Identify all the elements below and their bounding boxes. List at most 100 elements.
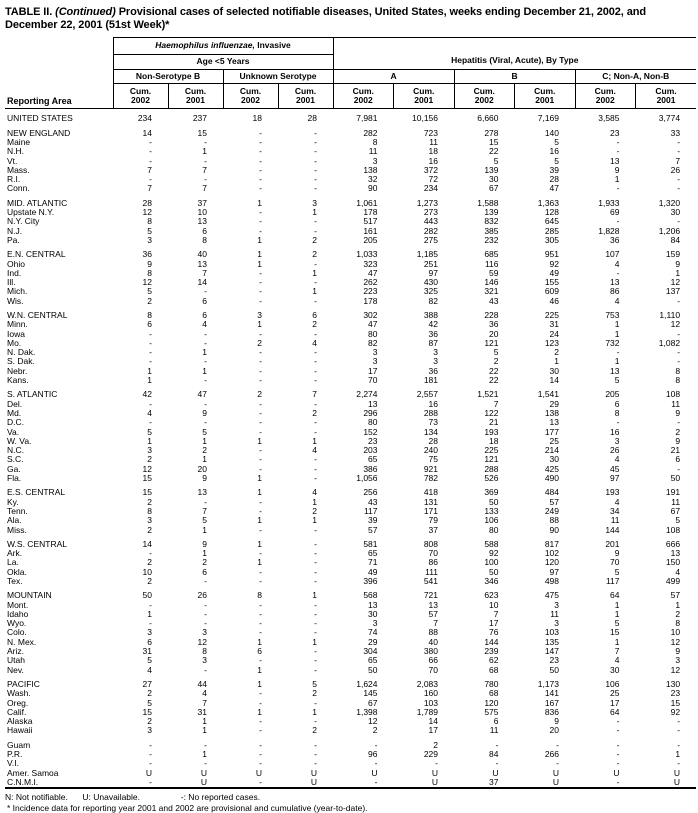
cell-value: 1,273 xyxy=(416,197,439,208)
cell-value: 13 xyxy=(197,216,207,227)
cell-value: 817 xyxy=(544,538,560,549)
cell-value: 16 xyxy=(549,146,560,157)
cell-value: - xyxy=(314,599,318,610)
cell-value: 6 xyxy=(202,295,207,306)
cell-value: 27 xyxy=(142,678,152,689)
cell-value: 4 xyxy=(614,454,620,465)
cell-value: 1 xyxy=(614,174,620,185)
cell-value: 2 xyxy=(554,347,560,358)
cell-value: 50 xyxy=(489,566,499,577)
cell-reporting-area: N. Mex. xyxy=(7,636,37,647)
cell-value: 201 xyxy=(605,538,620,549)
cell-reporting-area: Okla. xyxy=(7,566,27,577)
cell-value: 15 xyxy=(142,706,152,717)
cell-value: - xyxy=(204,136,207,147)
table-row: Mass. 7 7 - - 138 372 139 39 9 26 xyxy=(5,165,696,175)
cell-value: 6 xyxy=(202,309,207,320)
cell-value: 1 xyxy=(147,435,152,446)
cell-value: 4 xyxy=(614,258,620,269)
table-row: Mich. 5 - - 1 223 325 321 609 86 137 xyxy=(5,286,696,297)
cell-value: - xyxy=(314,295,318,306)
cell-value: - xyxy=(314,216,318,227)
cell-value: 29 xyxy=(549,398,560,409)
hib-group-header: Haemophilus influenzae, Invasive xyxy=(112,36,334,55)
cell-value: 191 xyxy=(665,487,681,498)
table-row: Ariz. 31 8 6 - 304 380 239 147 7 9 xyxy=(5,646,696,656)
cell-value: 836 xyxy=(544,706,560,717)
cell-value: - xyxy=(259,398,262,409)
cell-value: 266 xyxy=(544,749,560,760)
cell-value: 1 xyxy=(614,608,620,619)
cumulative-column-header: Cum. 2001 xyxy=(167,83,223,110)
cell-value: 22 xyxy=(489,146,499,157)
cell-value: 1 xyxy=(257,636,262,647)
cell-value: 92 xyxy=(670,706,681,717)
table-row: Ohio 9 13 1 - 323 251 116 92 4 9 xyxy=(5,258,696,269)
table-row: Nev. 4 - 1 - 50 70 68 50 30 12 xyxy=(5,665,696,675)
cell-value: 1,828 xyxy=(598,225,620,236)
cell-value: - xyxy=(149,146,152,157)
cell-value: U xyxy=(431,776,439,787)
cell-value: 1 xyxy=(614,356,620,367)
cell-value: - xyxy=(259,146,262,157)
cell-value: 396 xyxy=(363,576,378,586)
cell-value: 2 xyxy=(312,234,318,245)
notifiable-diseases-table: Reporting Area Haemophilus influenzae, I… xyxy=(5,36,697,789)
cell-value: 484 xyxy=(544,487,560,498)
cell-value: 1 xyxy=(202,365,207,376)
cell-value: 76 xyxy=(489,627,499,638)
cell-value: 47 xyxy=(368,319,378,330)
cell-reporting-area: Ky. xyxy=(7,496,19,507)
table-row: Upstate N.Y. 12 10 - 1 178 273 139 128 69 30 xyxy=(5,207,696,217)
cell-reporting-area: Vt. xyxy=(7,155,18,166)
cell-value: 4 xyxy=(312,487,318,498)
cell-value: 8 xyxy=(147,505,152,516)
table-row: P.R. - 1 - - 96 229 84 266 - 1 xyxy=(5,749,696,760)
cell-value: 67 xyxy=(489,183,499,194)
cell-value: 178 xyxy=(363,295,378,306)
cell-value: 5 xyxy=(147,697,152,708)
cell-value: 2 xyxy=(202,557,207,568)
cell-value: 14 xyxy=(142,538,152,549)
cell-value: 8 xyxy=(147,309,152,320)
cell-value: 1 xyxy=(147,608,152,619)
cell-value: - xyxy=(616,716,620,727)
cell-value: 49 xyxy=(549,267,560,278)
cell-value: 1 xyxy=(202,716,207,727)
cell-value: 782 xyxy=(423,473,439,484)
cell-value: 1 xyxy=(257,319,262,330)
cell-value: 1,521 xyxy=(477,389,499,400)
cell-value: - xyxy=(616,347,620,358)
cell-value: 7 xyxy=(202,697,207,708)
cell-value: 1 xyxy=(147,375,152,386)
cell-value: 11 xyxy=(671,496,681,507)
cell-value: 205 xyxy=(363,234,378,245)
cell-value: - xyxy=(259,655,262,666)
cell-value: - xyxy=(677,146,681,157)
cell-value: - xyxy=(204,286,207,297)
cell-value: 36 xyxy=(142,249,152,260)
cell-value: 9 xyxy=(614,548,620,559)
cell-value: 7 xyxy=(147,183,152,194)
cell-value: 8 xyxy=(202,234,207,245)
cell-value: 121 xyxy=(484,337,499,348)
cell-value: 39 xyxy=(368,515,378,526)
cell-value: 108 xyxy=(665,389,681,400)
cell-value: 4 xyxy=(312,445,318,456)
cell-value: 3 xyxy=(433,347,439,358)
cell-value: 203 xyxy=(363,445,378,456)
cell-value: 3,774 xyxy=(658,113,681,124)
cell-value: 11 xyxy=(368,146,378,157)
cell-reporting-area: N.Y. City xyxy=(7,216,40,227)
cell-value: 9 xyxy=(202,407,207,418)
cell-value: - xyxy=(259,725,262,736)
cell-value: 2 xyxy=(202,445,207,456)
cell-value: - xyxy=(314,127,318,138)
cell-value: 137 xyxy=(665,286,681,297)
cell-value: 5 xyxy=(202,515,207,526)
cell-reporting-area: N.H. xyxy=(7,146,24,157)
cell-value: 1,082 xyxy=(658,337,681,348)
cell-value: - xyxy=(314,398,318,409)
cell-reporting-area: Conn. xyxy=(7,183,30,194)
cell-value: - xyxy=(259,407,262,418)
